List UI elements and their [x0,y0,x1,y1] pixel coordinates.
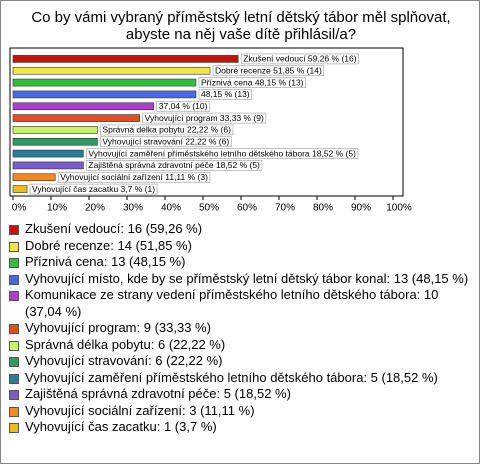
legend-item: Zkušení vedoucí: 16 (59,26 %) [9,221,469,238]
legend-item: Komunikace ze strany vedení příměstského… [9,287,469,320]
bar [12,161,84,170]
legend-item: Vyhovující program: 9 (33,33 %) [9,320,469,337]
data-label-box [86,160,263,171]
legend-swatch [9,241,19,252]
legend-label: Zajištěná správná zdravotní péče: 5 (18,… [25,386,291,401]
legend-label: Vyhovující stravování: 6 (22,22 %) [25,353,223,368]
bar [12,114,140,122]
legend-label: Vyhovující sociální zařízení: 3 (11,11 %… [25,402,255,418]
chart-title: Co by vámi vybraný příměstský letní děts… [31,9,451,43]
x-tick-label: 50% [199,203,219,214]
x-tick-label: 40% [161,203,181,214]
x-tick-label: 60% [237,203,257,214]
x-tick-label: 70% [275,203,295,214]
legend-swatch [9,258,19,268]
legend-swatch [9,274,19,285]
data-label-box [100,124,234,136]
x-tick-label: 90% [351,203,371,214]
bar [12,55,239,63]
legend-item: Zajištěná správná zdravotní péče: 5 (18,… [9,386,469,403]
bar [12,173,56,182]
data-label-box [86,148,359,159]
data-label-box [240,53,359,65]
bar [12,78,197,87]
legend-swatch [9,225,19,235]
legend-item: Vyhovující místo, kde by se příměstský l… [9,271,469,288]
data-label: Příznivá cena 48,15 % (13) [201,77,304,87]
legend-label: Správná délka pobytu: 6 (22,22 %) [25,336,226,352]
data-label-box [198,77,306,88]
data-label-box [100,136,232,148]
bar [12,102,155,111]
x-tick-label: 80% [313,203,333,214]
legend-item: Příznivá cena: 13 (48,15 %) [9,254,469,271]
data-label-box [57,171,211,183]
chart: 0% 10% 20% 30% 40% 50% 60% 70% 80% 90% 100% Zkušení… [9,47,412,214]
legend-item: Dobré recenze: 14 (51,85 %) [9,238,469,255]
bar [12,90,197,99]
legend-item: Vyhovující čas zacatku: 1 (3,7 %) [9,419,469,436]
legend-label: Vyhovující program: 9 (33,33 %) [25,320,211,335]
legend-swatch [9,406,19,417]
data-label-box [198,89,252,100]
legend-item: Správná délka pobytu: 6 (22,22 %) [9,337,469,354]
bar [12,126,98,134]
data-label: Zajištěná správná zdravotní péče 18,52 %… [88,160,260,170]
x-tick-label: 100% [386,203,412,214]
legend-label: Vyhovující zaměření příměstského letního… [25,369,438,385]
legend-swatch [9,340,19,351]
x-tick-label: 20% [85,203,105,214]
bar [12,66,211,75]
legend-item: Vyhovující zaměření příměstského letního… [9,370,469,387]
legend-swatch [9,291,19,301]
x-tick-label: 0% [12,203,27,214]
data-label: Vyhovující program 33,33 % (9) [145,113,264,123]
data-label: Zkušení vedoucí 59,26 % (16) [243,54,357,64]
legend-item: Vyhovující sociální zařízení: 3 (11,11 %… [9,403,469,420]
data-label: Dobré recenze 51,85 % (14) [215,66,322,76]
legend-swatch [9,357,19,367]
legend-label: Dobré recenze: 14 (51,85 %) [25,237,192,253]
legend-label: Vyhovující čas zacatku: 1 (3,7 %) [25,419,217,434]
legend-swatch [9,324,19,334]
legend-label: Komunikace ze strany vedení příměstského… [25,287,439,319]
data-label: Vyhovující zaměření příměstského letního… [88,148,356,158]
x-tick-label: 10% [47,203,67,214]
data-label-box [29,183,158,195]
legend-swatch [9,390,19,400]
bar [12,149,84,158]
data-label-box [156,100,210,112]
data-label: 48,15 % (13) [201,89,250,99]
x-tick-label: 30% [123,203,143,214]
data-label: Vyhovující čas zacatku 3,7 % (1) [32,184,155,194]
data-label-box [142,112,267,124]
bar [12,185,28,193]
legend-item: Vyhovující stravování: 6 (22,22 %) [9,353,469,370]
data-label-box [212,65,325,77]
legend-swatch [9,373,19,384]
data-label: Správná délka pobytu 22,22 % (6) [102,125,231,135]
data-label: Vyhovující stravování 22,22 % (6) [102,137,229,147]
legend-label: Zkušení vedoucí: 16 (59,26 %) [25,221,203,236]
legend: Zkušení vedoucí: 16 (59,26 %) Dobré recen… [9,221,469,436]
data-label: Vyhovující sociální zařízení 11,11 % (3) [60,172,208,182]
legend-label: Vyhovující místo, kde by se příměstský l… [25,270,469,286]
data-label: 37,04 % (10) [159,101,208,111]
bar [12,137,98,146]
legend-label: Příznivá cena: 13 (48,15 %) [25,254,186,269]
legend-swatch [9,423,19,433]
